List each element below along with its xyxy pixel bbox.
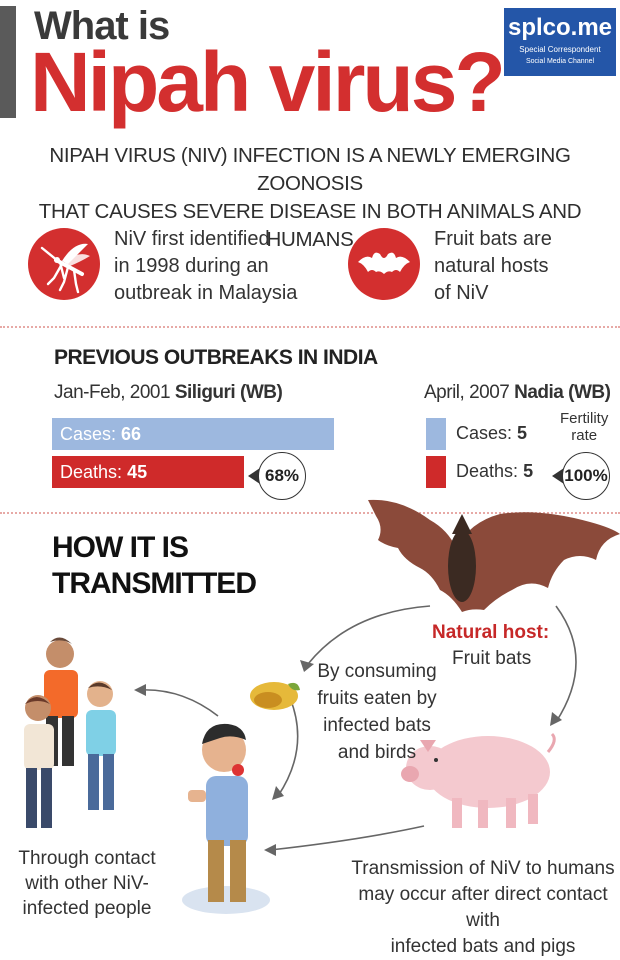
animal-transmission-text: Transmission of NiV to humans may occur … (348, 856, 618, 960)
outbreak-2007-label: April, 2007 Nadia (WB) (424, 382, 611, 404)
fruit-transmission-text: By consuming fruits eaten by infected ba… (312, 658, 442, 766)
fruit-bat-icon (368, 499, 620, 612)
intro-text: NIPAH VIRUS (NIV) INFECTION IS A NEWLY E… (0, 142, 620, 254)
outbreak-date: Jan-Feb, 2001 (54, 382, 171, 403)
fact-line: natural hosts (434, 255, 549, 277)
cases-value: 5 (517, 423, 528, 443)
fertility-rate-label: Fertility rate (560, 410, 608, 444)
rate-line: rate (571, 427, 598, 444)
intro-line: NIPAH VIRUS (NIV) INFECTION IS A NEWLY E… (49, 144, 571, 195)
fact-malaysia: NiV first identified in 1998 during an o… (114, 226, 324, 307)
deaths-label: Deaths: (456, 461, 519, 481)
text-line: with other NiV- (25, 873, 149, 894)
deaths-value: 5 (523, 461, 534, 481)
section-divider (0, 512, 620, 514)
header-accent-bar (0, 6, 16, 118)
logo-tagline: Special Correspondent (519, 45, 601, 54)
cases-bar-2001: Cases: 66 (52, 418, 334, 450)
section-divider (0, 326, 620, 328)
natural-host-value: Fruit bats (452, 648, 532, 669)
transmission-title: HOW IT IS TRANSMITTED (52, 530, 257, 602)
fact-line: outbreak in Malaysia (114, 282, 298, 304)
title-line: TRANSMITTED (52, 567, 257, 600)
bubble-pointer (552, 468, 564, 484)
cases-legend-square (426, 418, 446, 450)
splco-logo[interactable]: splco.me Special Correspondent Social Me… (504, 8, 616, 76)
text-line: and birds (337, 742, 417, 763)
deaths-label: Deaths: (60, 462, 123, 482)
pig-icon (401, 732, 556, 828)
text-line: Transmission of NiV to humans (351, 858, 615, 879)
contact-transmission-text: Through contact with other NiV- infected… (12, 846, 162, 921)
cases-label: Cases: (60, 424, 117, 444)
text-line: infected people (22, 898, 152, 919)
sick-person-icon (182, 723, 270, 914)
fatality-bubble-2007: 100% (562, 452, 610, 500)
title-small: What is (34, 4, 170, 48)
deaths-legend-square (426, 456, 446, 488)
arrowheads (134, 660, 562, 856)
fact-line: Fruit bats are (434, 228, 552, 250)
logo-name: splco.me (507, 14, 613, 41)
fact-line: in 1998 during an (114, 255, 269, 277)
deaths-bar-2001: Deaths: 45 (52, 456, 244, 488)
text-line: infected bats and pigs (390, 936, 576, 957)
outbreak-2001-label: Jan-Feb, 2001 Siliguri (WB) (54, 382, 283, 404)
people-group-icon (24, 637, 116, 828)
bubble-pointer (248, 468, 260, 484)
deaths-2007: Deaths: 5 (456, 461, 533, 482)
rate-line: Fertility (560, 410, 609, 427)
transmission-illustration (24, 499, 620, 914)
cases-2007: Cases: 5 (456, 423, 527, 444)
title-line: HOW IT IS (52, 531, 189, 564)
fatality-bubble-2001: 68% (258, 452, 306, 500)
text-line: Through contact (18, 848, 156, 869)
mosquito-icon (28, 228, 100, 300)
mango-icon (250, 682, 300, 710)
outbreak-place: Nadia (WB) (514, 382, 611, 403)
text-line: fruits eaten by (317, 688, 437, 709)
text-line: may occur after direct contact with (358, 884, 608, 931)
arrows (139, 605, 577, 851)
logo-subtagline: Social Media Channel (525, 58, 595, 65)
intro-line: THAT CAUSES SEVERE DISEASE IN BOTH ANIMA… (38, 200, 582, 251)
text-line: By consuming (317, 661, 437, 682)
deaths-value: 45 (127, 462, 148, 482)
fact-line: NiV first identified (114, 228, 270, 250)
page-title: Nipah virus? (30, 35, 506, 129)
fact-fruit-bats: Fruit bats are natural hosts of NiV (434, 226, 604, 307)
outbreak-place: Siliguri (WB) (174, 382, 283, 403)
cases-value: 66 (121, 424, 142, 444)
fact-line: of NiV (434, 282, 489, 304)
outbreak-date: April, 2007 (424, 382, 510, 403)
natural-host-label: Natural host: (432, 622, 550, 643)
cases-label: Cases: (456, 423, 513, 443)
bat-icon (348, 228, 420, 300)
text-line: infected bats (323, 715, 431, 736)
outbreaks-title: PREVIOUS OUTBREAKS IN INDIA (54, 346, 378, 369)
